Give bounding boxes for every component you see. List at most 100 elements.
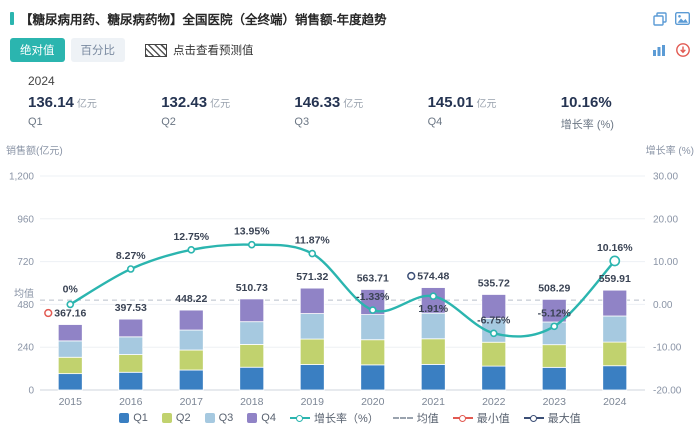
percentage-toggle[interactable]: 百分比 [70,38,125,62]
legend-item-q3[interactable]: Q3 [204,412,234,424]
sales-trend-chart[interactable]: 0 240 480 720 960 1,200 -20.00 -10.00 0.00 10.00 2… [0,138,700,408]
svg-text:2024: 2024 [603,396,627,408]
svg-text:增长率 (%): 增长率 (%) [646,144,694,157]
q2-swatch [161,413,172,423]
svg-text:2015: 2015 [59,396,83,408]
svg-text:397.53: 397.53 [115,302,147,314]
stat-value: 145.01 [427,94,474,111]
svg-text:367.16: 367.16 [54,308,86,320]
svg-text:2017: 2017 [180,396,204,408]
stat-value: 10.16% [560,94,612,111]
svg-text:571.32: 571.32 [296,271,328,283]
export-icon[interactable] [676,43,690,57]
chart-legend: Q1 Q2 Q3 Q4 增长率（%） 均值 最小值 最大值 [0,410,700,426]
svg-text:2019: 2019 [301,396,325,408]
svg-text:1.91%: 1.91% [418,303,448,315]
svg-text:30.00: 30.00 [653,172,678,183]
stat-label: Q1 [28,116,43,128]
svg-text:0: 0 [28,386,34,397]
svg-text:448.22: 448.22 [175,293,207,305]
svg-text:960: 960 [17,214,34,225]
q4-swatch [247,413,258,423]
legend-label: Q4 [261,412,276,424]
legend-item-q4[interactable]: Q4 [247,412,276,424]
legend-item-min[interactable]: 最小值 [453,410,510,426]
svg-text:销售额(亿元): 销售额(亿元) [6,144,63,157]
legend-item-mean[interactable]: 均值 [392,410,439,426]
svg-text:12.75%: 12.75% [173,231,209,243]
legend-item-max[interactable]: 最大值 [524,410,581,426]
growth-line-swatch [290,414,310,423]
svg-text:10.16%: 10.16% [597,242,633,254]
svg-text:2018: 2018 [240,396,264,408]
svg-text:-10.00: -10.00 [653,343,682,354]
stat-label: Q3 [294,116,310,128]
legend-label: Q2 [175,412,191,424]
page-title: 【糖尿病用药、糖尿病药物】全国医院（全终端）销售额-年度趋势 [20,13,387,27]
hatch-pattern-icon [145,43,167,57]
svg-text:2021: 2021 [422,396,446,408]
absolute-value-toggle[interactable]: 绝对值 [10,38,65,62]
svg-text:11.87%: 11.87% [295,235,331,247]
svg-text:1,200: 1,200 [9,172,34,183]
stat-unit: 亿元 [476,99,497,110]
min-marker-swatch [453,414,473,423]
svg-text:0%: 0% [63,283,79,295]
legend-label: 最小值 [476,413,510,425]
svg-text:8.27%: 8.27% [116,250,146,262]
svg-text:2022: 2022 [482,396,506,408]
stat-q1: 136.14 亿元 Q1 [28,94,161,132]
svg-text:2020: 2020 [361,396,385,408]
legend-label: 最大值 [547,413,581,425]
legend-item-growth-rate[interactable]: 增长率（%） [290,410,379,426]
svg-text:535.72: 535.72 [478,277,510,289]
stat-unit: 亿元 [76,99,97,110]
svg-text:574.48: 574.48 [417,271,449,283]
forecast-button[interactable]: 点击查看预测值 [139,41,260,59]
stat-unit: 亿元 [210,99,231,110]
header-icons [653,11,690,26]
mean-dash-swatch [392,417,413,419]
q3-swatch [204,413,215,423]
stat-label: 增长率 (%) [560,119,614,131]
forecast-label: 点击查看预测值 [173,45,254,57]
legend-label: 均值 [416,413,439,425]
copy-icon[interactable] [653,11,667,26]
stats-row: 136.14 亿元 Q1 132.43 亿元 Q2 146.33 亿元 Q3 145.… [0,94,700,132]
svg-text:240: 240 [17,343,34,354]
svg-text:-6.75%: -6.75% [477,314,511,326]
svg-text:559.91: 559.91 [599,273,631,285]
svg-text:510.73: 510.73 [236,282,268,294]
legend-item-q2[interactable]: Q2 [161,412,191,424]
bar-chart-icon[interactable] [652,44,666,57]
stat-label: Q2 [161,116,176,128]
legend-label: Q3 [218,412,234,424]
stat-value: 136.14 [28,94,74,111]
legend-label: Q1 [133,412,148,424]
stat-value: 146.33 [294,94,341,111]
legend-item-q1[interactable]: Q1 [119,412,148,424]
stat-unit: 亿元 [343,99,364,110]
svg-text:720: 720 [17,257,34,268]
svg-text:13.95%: 13.95% [234,226,270,238]
svg-text:2016: 2016 [119,396,143,408]
svg-text:-5.12%: -5.12% [538,307,572,319]
svg-text:20.00: 20.00 [653,214,678,225]
q1-swatch [119,413,130,423]
stat-q2: 132.43 亿元 Q2 [161,94,294,132]
toolbar: 绝对值 百分比 点击查看预测值 [0,38,700,62]
stat-growth-rate: 10.16% 增长率 (%) [561,94,694,132]
svg-text:563.71: 563.71 [357,272,389,284]
svg-text:均值: 均值 [14,287,34,300]
svg-text:2023: 2023 [543,396,567,408]
svg-text:-1.33%: -1.33% [356,291,390,303]
max-marker-swatch [524,414,544,423]
toolbar-icons [652,43,690,57]
stat-label: Q4 [427,116,443,128]
image-icon[interactable] [675,12,690,25]
header: 【糖尿病用药、糖尿病药物】全国医院（全终端）销售额-年度趋势 [0,0,700,28]
legend-label: 增长率（%） [313,413,379,425]
svg-text:10.00: 10.00 [653,257,678,268]
stat-q3: 146.33 亿元 Q3 [294,94,427,132]
